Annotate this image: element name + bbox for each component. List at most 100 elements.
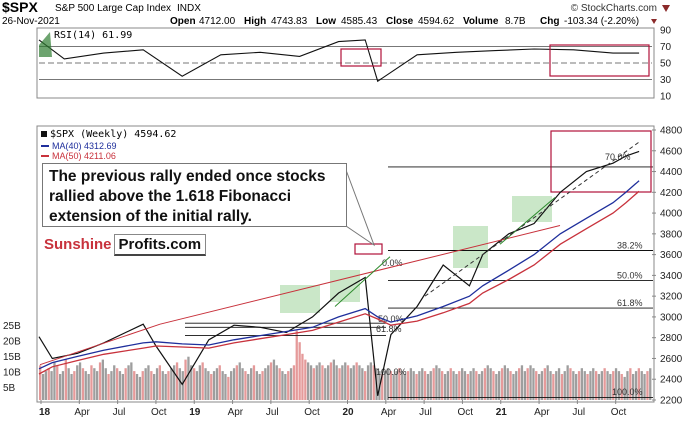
copyright: © StockCharts.com (571, 3, 657, 14)
volume-bar (150, 371, 153, 400)
fib-label: 100.0% (612, 387, 643, 397)
x-tick-label: 21 (496, 407, 508, 418)
volume-bar (324, 368, 327, 400)
volume-bar (526, 368, 529, 400)
x-tick-label: 19 (189, 407, 201, 418)
volume-bar (167, 371, 170, 400)
volume-bar (515, 371, 518, 400)
price-tick-label: 4200 (660, 188, 683, 199)
trendline-dashed (424, 141, 641, 297)
volume-bar (201, 362, 204, 400)
x-tick-label: Apr (534, 407, 550, 418)
volume-bar (307, 362, 310, 400)
rsi-y-axis: 90 70 50 30 10 (660, 26, 672, 103)
volume-bar (555, 371, 558, 400)
volume-bar (361, 368, 364, 400)
volume-bar (518, 368, 521, 400)
volume-bar (221, 371, 224, 400)
volume-bar (212, 371, 216, 400)
volume-bar (181, 371, 184, 400)
volume-bar (560, 374, 564, 400)
rsi-highlight-box-2 (549, 44, 650, 77)
high-value: 4743.83 (271, 16, 308, 27)
price-tick-label: 2400 (660, 375, 683, 386)
rsi-tick-label: 30 (660, 75, 672, 86)
volume-bar (64, 359, 67, 400)
volume-bar (455, 374, 458, 400)
volume-bar (432, 368, 435, 400)
volume-bar (426, 374, 430, 400)
volume-bar (210, 374, 213, 400)
symbol-title: $SPX (2, 0, 38, 15)
volume-bar (127, 365, 130, 400)
volume-bar (523, 371, 526, 400)
price-y-axis: 4800 4600 4400 4200 4000 3800 3600 3400 3200 3000… (652, 126, 683, 407)
volume-bar (87, 374, 90, 400)
rsi-tick-label: 50 (660, 59, 672, 70)
volume-bar (90, 365, 93, 400)
volume-bar (158, 365, 161, 400)
volume-bar (600, 371, 603, 400)
price-tick-label: 2800 (660, 333, 683, 344)
fib-label: 38.2% (617, 240, 643, 250)
volume-bar (646, 371, 649, 400)
price-tick-label: 2600 (660, 354, 683, 365)
low-label: Low (316, 16, 336, 27)
x-tick-label: Jul (572, 407, 585, 418)
volume-tick-label: 10B (3, 368, 21, 379)
brand-part-2: Profits.com (113, 234, 207, 256)
volume-bar (532, 368, 535, 400)
volume-bar (543, 368, 546, 400)
open-label: Open (170, 16, 196, 27)
volume-bar (609, 374, 612, 400)
close-value: 4594.62 (418, 16, 455, 27)
volume-bar (104, 368, 107, 400)
volume-bar (429, 371, 432, 400)
volume-bar (640, 371, 643, 400)
volume-bar (614, 368, 618, 400)
series-line-2 (38, 190, 640, 375)
x-tick-label: Oct (304, 407, 320, 418)
price-tick-label: 4600 (660, 146, 683, 157)
volume-bar (255, 371, 258, 400)
volume-bar (232, 368, 236, 400)
volume-bar (264, 368, 267, 400)
volume-bar (606, 371, 609, 400)
volume-bar (315, 365, 318, 400)
volume-bar (187, 356, 190, 400)
volume-bar (401, 371, 404, 400)
volume-bar (458, 371, 461, 400)
volume-bar (59, 374, 62, 400)
volume-bar (446, 371, 449, 400)
volume-label: Volume (463, 16, 499, 27)
volume-bar (443, 374, 447, 400)
volume-bar (529, 365, 532, 400)
volume-bar (500, 368, 504, 400)
volume-bar (170, 368, 173, 400)
volume-bar (295, 330, 298, 400)
volume-tick-label: 20B (3, 337, 21, 348)
volume-bar (76, 365, 79, 400)
volume-bar (235, 365, 238, 400)
volume-bar (195, 371, 199, 400)
fib-label: 61.8% (617, 298, 643, 308)
volume-bars (39, 330, 652, 400)
volume-bar (321, 365, 324, 400)
volume-bar (298, 342, 301, 400)
volume-bar (634, 371, 638, 400)
volume-bar (215, 368, 219, 400)
volume-bar (535, 371, 538, 400)
volume-value: 8.7B (505, 16, 526, 27)
volume-bar (224, 374, 227, 400)
volume-bar (84, 371, 87, 400)
volume-bar (483, 368, 487, 400)
open-value: 4712.00 (199, 16, 236, 27)
volume-bar (278, 368, 281, 400)
exchange-label: INDX (177, 3, 201, 14)
volume-bar (147, 365, 150, 400)
volume-bar (580, 368, 583, 400)
volume-bar (546, 365, 549, 400)
x-tick-label: 20 (343, 407, 355, 418)
volume-bar (512, 374, 515, 400)
